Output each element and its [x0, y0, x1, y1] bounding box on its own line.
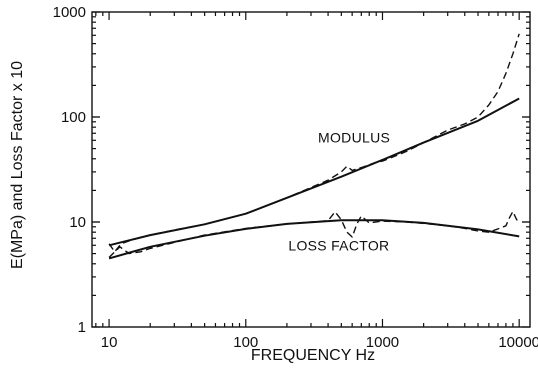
y-tick-label: 10 [69, 214, 86, 231]
y-axis-title: E(MPa) and Loss Factor x 10 [9, 61, 26, 269]
axes [91, 11, 531, 328]
loss-factor-measured-line [108, 210, 520, 258]
ticks [92, 11, 530, 328]
y-tick-label: 1000 [53, 4, 86, 21]
x-axis-title: FREQUENCY Hz [251, 347, 375, 364]
x-tick-label: 1000 [366, 334, 399, 351]
plot-frame [91, 11, 531, 328]
loss-factor-annotation: LOSS FACTOR [288, 237, 389, 253]
tick-labels: 10 100 1000 10000 1 10 100 1000 [53, 4, 538, 351]
modulus-annotation: MODULUS [318, 129, 390, 145]
series-lines [108, 33, 520, 260]
y-tick-label: 1 [78, 319, 86, 336]
modulus-fit-line [108, 97, 520, 247]
x-tick-label: 10000 [498, 334, 538, 351]
modulus-measured-line [108, 33, 520, 253]
x-tick-label: 10 [101, 334, 118, 351]
y-tick-label: 100 [61, 109, 86, 126]
x-tick-label: 100 [233, 334, 258, 351]
